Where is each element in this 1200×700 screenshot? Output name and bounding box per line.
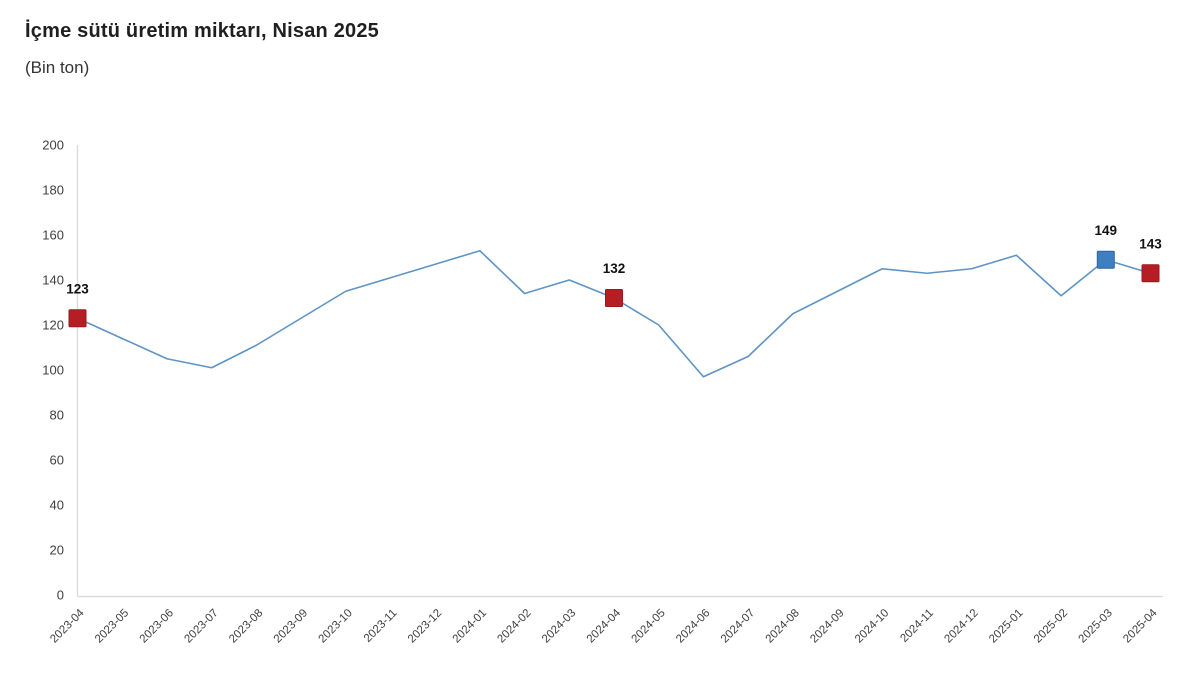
- x-tick-label: 2023-12: [406, 607, 444, 645]
- y-tick-label: 140: [42, 273, 64, 288]
- x-tick-label: 2024-07: [719, 607, 757, 645]
- y-tick-label: 160: [42, 228, 64, 243]
- chart-title: İçme sütü üretim miktarı, Nisan 2025: [25, 20, 380, 42]
- x-tick-label: 2024-05: [629, 607, 667, 645]
- data-point-marker: [1141, 264, 1160, 283]
- data-point-marker: [1096, 250, 1115, 269]
- x-tick-label: 2025-02: [1032, 607, 1070, 645]
- y-tick-label: 60: [50, 453, 64, 468]
- y-tick-label: 200: [42, 138, 64, 153]
- data-point-marker: [605, 289, 623, 307]
- x-tick-label: 2024-09: [808, 607, 846, 645]
- x-tick-label: 2023-06: [138, 607, 176, 645]
- x-tick-label: 2024-06: [674, 607, 712, 645]
- x-tick-label: 2024-12: [942, 607, 980, 645]
- data-point-label: 132: [603, 261, 626, 276]
- x-tick-label: 2023-11: [362, 607, 400, 645]
- x-tick-label: 2023-10: [317, 607, 355, 645]
- y-tick-label: 120: [42, 318, 64, 333]
- x-tick-label: 2023-07: [182, 607, 220, 645]
- data-point-label: 123: [66, 281, 89, 296]
- y-tick-label: 80: [50, 408, 64, 423]
- x-tick-label: 2024-01: [451, 607, 489, 645]
- data-point-label: 143: [1139, 236, 1162, 251]
- x-tick-label: 2025-04: [1121, 607, 1160, 646]
- data-point-label: 149: [1095, 223, 1118, 238]
- x-tick-label: 2024-11: [898, 607, 936, 645]
- x-tick-label: 2023-05: [93, 607, 131, 645]
- data-point-marker: [68, 309, 87, 328]
- y-tick-label: 0: [57, 588, 64, 603]
- x-tick-label: 2023-04: [48, 607, 87, 646]
- chart-subtitle: (Bin ton): [25, 58, 90, 77]
- x-tick-label: 2024-02: [495, 607, 533, 645]
- x-tick-label: 2025-03: [1077, 607, 1115, 645]
- y-tick-label: 40: [50, 498, 64, 513]
- x-tick-label: 2023-09: [272, 607, 310, 645]
- x-tick-label: 2023-08: [227, 607, 265, 645]
- y-tick-label: 20: [50, 543, 64, 558]
- x-tick-label: 2024-03: [540, 607, 578, 645]
- x-tick-label: 2025-01: [987, 607, 1025, 645]
- x-tick-label: 2024-10: [853, 607, 891, 645]
- x-tick-label: 2024-08: [764, 607, 802, 645]
- y-tick-label: 180: [42, 183, 64, 198]
- x-tick-label: 2024-04: [585, 607, 624, 646]
- y-tick-label: 100: [42, 363, 64, 378]
